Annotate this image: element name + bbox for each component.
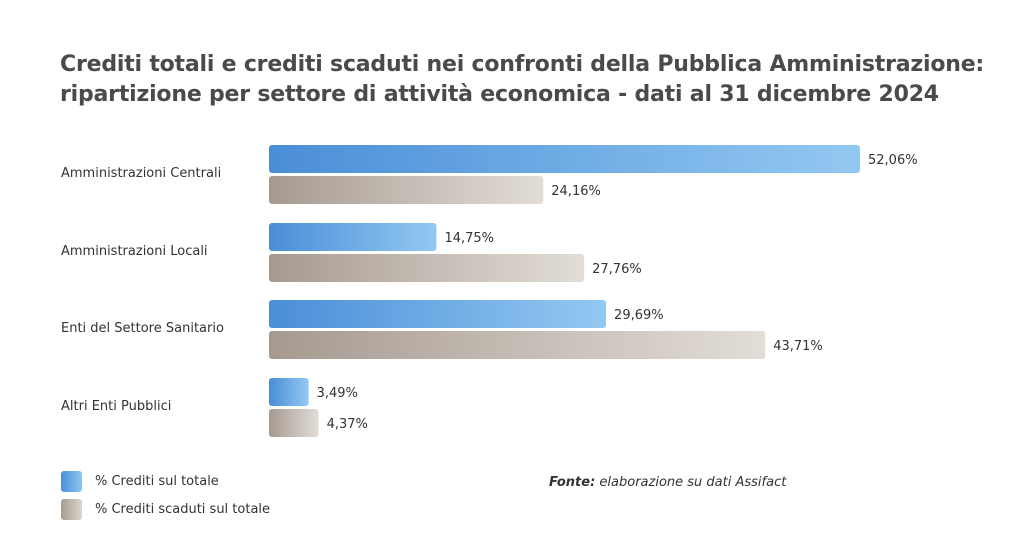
bar-crediti-totale (269, 378, 309, 406)
bar-crediti-scaduti (269, 254, 585, 282)
legend-item-crediti: % Crediti sul totale (61, 470, 270, 492)
category-label: Amministrazioni Centrali (61, 166, 221, 181)
bar-crediti-scaduti (269, 409, 319, 437)
data-label: 52,06% (868, 153, 918, 168)
category-label: Altri Enti Pubblici (61, 399, 171, 414)
source-prefix: Fonte: (549, 475, 596, 490)
bar-crediti-scaduti (269, 331, 766, 359)
data-label: 14,75% (444, 231, 494, 246)
bar-crediti-totale (269, 145, 860, 173)
data-label: 24,16% (551, 184, 601, 199)
legend-item-scaduti: % Crediti scaduti sul totale (61, 498, 270, 520)
chart-title-line-2: ripartizione per settore di attività eco… (60, 82, 939, 107)
legend: % Crediti sul totale % Crediti scaduti s… (61, 470, 270, 526)
category-label: Enti del Settore Sanitario (61, 321, 224, 336)
legend-swatch-grey (61, 498, 82, 520)
data-label: 4,37% (327, 417, 368, 432)
bar-crediti-totale (269, 300, 607, 328)
legend-label-scaduti: % Crediti scaduti sul totale (95, 501, 271, 517)
bar-crediti-totale (269, 223, 437, 251)
source-note: Fonte: elaborazione su dati Assifact (549, 475, 786, 490)
data-label: 27,76% (592, 262, 642, 277)
data-label: 3,49% (317, 386, 358, 401)
data-label: 43,71% (773, 339, 823, 354)
bar-crediti-scaduti (269, 176, 544, 204)
chart-title: Crediti totali e crediti scaduti nei con… (60, 50, 985, 110)
category-label: Amministrazioni Locali (61, 244, 208, 259)
chart-title-line-1: Crediti totali e crediti scaduti nei con… (60, 52, 985, 77)
source-text: elaborazione su dati Assifact (595, 475, 787, 490)
data-label: 29,69% (614, 308, 664, 323)
legend-label-crediti: % Crediti sul totale (95, 473, 219, 489)
legend-swatch-blue (61, 470, 82, 492)
